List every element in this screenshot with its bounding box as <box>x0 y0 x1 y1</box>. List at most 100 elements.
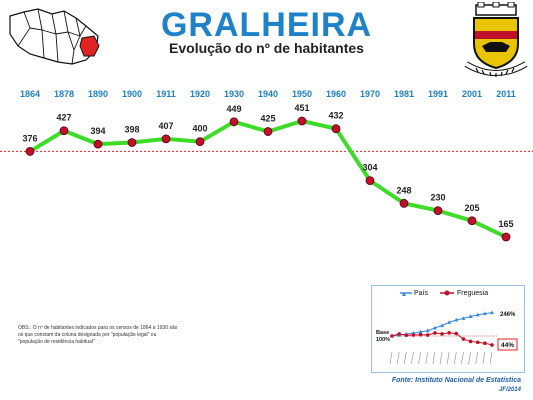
year-label: 1864 <box>20 89 40 99</box>
population-line-chart: 1864 1878 1890 1900 1911 1920 1930 1940 1950 1960… <box>0 89 533 242</box>
inset-freguesia-point <box>490 343 494 347</box>
inset-x-tick <box>425 351 429 365</box>
data-point-marker <box>59 126 69 136</box>
inset-x-tick <box>389 351 393 365</box>
data-value-label: 407 <box>158 121 173 131</box>
year-label: 1930 <box>224 89 244 99</box>
legend-pais-marker: ▲ <box>401 291 408 298</box>
population-series-line <box>28 119 507 239</box>
year-label: 1970 <box>360 89 380 99</box>
data-value-label: 427 <box>56 113 71 123</box>
inset-pais-point <box>482 311 487 316</box>
coat-of-arms <box>464 2 528 77</box>
data-point-marker <box>263 127 273 136</box>
inset-pais-point <box>461 316 466 320</box>
inset-freguesia-point <box>461 337 466 341</box>
inset-x-tick <box>475 351 479 365</box>
inset-freguesia-point <box>411 333 416 337</box>
inset-x-tick <box>403 351 407 365</box>
inset-base-label: Base <box>376 330 389 336</box>
data-point-marker <box>93 139 103 149</box>
legend-freguesia-marker <box>444 290 450 296</box>
inset-x-tick <box>396 351 400 365</box>
inset-pais-point <box>475 312 480 317</box>
inset-freguesia-end-label: 44% <box>501 342 514 349</box>
data-point-marker <box>161 134 171 144</box>
inset-freguesia-point <box>447 331 451 335</box>
inset-freguesia-point <box>468 339 473 344</box>
inset-base-value: 100% <box>376 337 390 343</box>
inset-freguesia-point <box>483 341 487 345</box>
highlighted-parish <box>79 35 100 57</box>
data-value-label: 451 <box>294 103 309 113</box>
data-point-marker <box>25 147 35 156</box>
year-label: 1890 <box>88 89 108 99</box>
data-value-label: 394 <box>90 126 105 136</box>
data-value-label: 398 <box>124 124 139 134</box>
inset-freguesia-markers <box>390 331 494 347</box>
inset-freguesia-point <box>390 334 394 338</box>
data-value-label: 205 <box>464 203 479 213</box>
year-label: 1900 <box>122 89 142 99</box>
data-value-label: 165 <box>498 219 513 229</box>
shield-figure <box>482 42 510 52</box>
inset-x-tick <box>439 351 443 365</box>
data-point-marker <box>229 117 239 127</box>
location-map <box>9 8 100 65</box>
inset-x-tick <box>432 351 436 365</box>
year-label: 2011 <box>496 89 516 99</box>
inset-freguesia-point <box>475 340 480 345</box>
inset-pais-point <box>447 320 452 324</box>
inset-freguesia-point <box>440 332 444 336</box>
year-label: 1940 <box>258 89 278 99</box>
observation-note: OBS.: O nº de habitantes indicados para … <box>18 325 178 345</box>
data-value-label: 449 <box>226 104 241 114</box>
inset-pais-point <box>425 328 430 333</box>
inset-freguesia-point <box>425 333 430 337</box>
inset-freguesia-point <box>418 332 423 337</box>
inset-x-tick <box>446 351 450 365</box>
inset-x-tick <box>468 351 471 365</box>
data-point-marker <box>195 137 205 147</box>
data-point-marker <box>365 176 375 186</box>
inset-x-tick <box>418 351 421 365</box>
data-value-label: 376 <box>22 133 37 143</box>
inset-freguesia-point <box>404 333 409 337</box>
inset-pais-point <box>418 329 423 334</box>
year-label: 1950 <box>292 89 312 99</box>
inset-freguesia-point <box>454 331 459 336</box>
inset-x-ticks <box>389 351 493 365</box>
chart-subtitle: Evolução do nº de habitantes <box>169 40 364 56</box>
data-point-marker <box>467 216 477 226</box>
shield-band <box>475 31 517 39</box>
crown <box>475 2 517 16</box>
year-label: 1878 <box>54 89 74 99</box>
year-label: 1981 <box>394 89 414 99</box>
scroll-lettering <box>475 67 515 77</box>
author-credit: JF/2014 <box>498 387 521 393</box>
data-point-marker <box>331 124 341 134</box>
inset-pais-point <box>490 310 494 315</box>
data-value-label: 425 <box>260 114 275 124</box>
data-point-marker <box>127 138 137 147</box>
year-label: 1920 <box>190 89 210 99</box>
data-value-label: 230 <box>430 193 445 203</box>
year-label: 1960 <box>326 89 346 99</box>
inset-comparison-chart: ▲ País Freguesia Base 100% 246% 44% <box>371 285 525 373</box>
data-value-label: 304 <box>362 163 377 173</box>
data-markers <box>25 116 511 242</box>
legend-freguesia-label: Freguesia <box>457 290 488 297</box>
inset-x-tick <box>453 351 457 365</box>
map-boundaries <box>17 8 87 65</box>
inset-x-tick <box>482 351 486 365</box>
data-value-labels: 376 427 394 398 407 400 449 425 451 432 304 248 230 2… <box>22 103 513 229</box>
inset-freguesia-end-box <box>497 338 518 351</box>
data-value-label: 432 <box>328 111 343 121</box>
year-label: 2001 <box>462 89 482 99</box>
data-point-marker <box>399 198 409 208</box>
year-axis: 1864 1878 1890 1900 1911 1920 1930 1940 1950 1960… <box>20 89 516 99</box>
data-value-label: 248 <box>396 185 411 195</box>
inset-pais-point <box>432 325 437 330</box>
inset-x-tick <box>411 351 414 365</box>
inset-pais-point <box>454 317 459 322</box>
